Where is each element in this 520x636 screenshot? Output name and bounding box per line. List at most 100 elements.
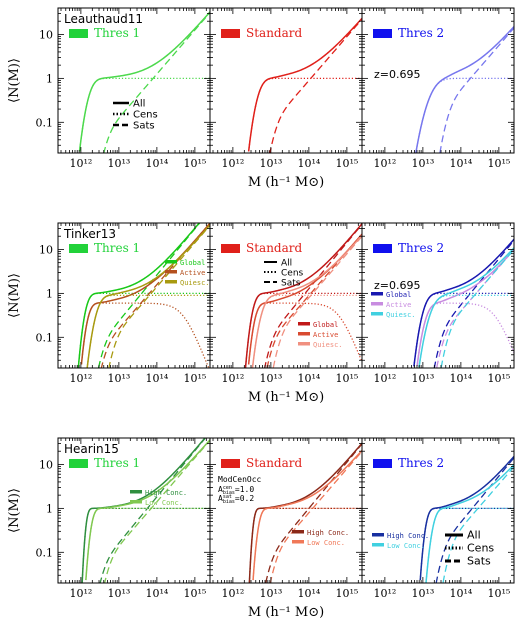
curve-cens-standard xyxy=(247,77,362,152)
threshold-label: Thres 2 xyxy=(398,241,444,255)
sublegend-swatch xyxy=(130,490,142,494)
x-tick-label: 10¹³ xyxy=(259,587,282,600)
threshold-swatch xyxy=(69,29,88,38)
y-tick-label: 0.1 xyxy=(36,331,54,344)
ticks xyxy=(362,222,514,369)
ticks xyxy=(58,7,210,154)
curve-all-low-conc xyxy=(85,439,210,581)
x-axis-label: M (h⁻¹ M⊙) xyxy=(248,605,324,620)
y-tick-label: 0.1 xyxy=(36,546,54,559)
sublegend-label: Low Conc. xyxy=(307,539,345,547)
curve-all-standard xyxy=(247,17,362,152)
x-tick-label: 10¹⁴ xyxy=(449,587,472,600)
sublegend-label: Global xyxy=(180,259,205,267)
curve-all-quiesc xyxy=(418,247,514,368)
sublegend-swatch xyxy=(130,500,142,504)
curve-cens-global xyxy=(77,292,210,368)
legend-sats-label: Sats xyxy=(133,121,155,132)
x-tick-label: 10¹⁵ xyxy=(487,587,510,600)
threshold-label: Thres 1 xyxy=(94,26,140,40)
legend-cens-label: Cens xyxy=(133,110,158,121)
x-tick-label: 10¹⁴ xyxy=(145,587,168,600)
curve-sats-active xyxy=(436,249,514,368)
threshold-swatch xyxy=(373,29,392,38)
curves xyxy=(413,238,514,368)
sublegend: Global Active Quiesc. xyxy=(371,291,416,319)
panel-leauthaud11-2: 10¹² 10¹³ 10¹⁴ 10¹⁵ Standard xyxy=(209,7,363,170)
curve-sats-standard xyxy=(269,18,362,153)
threshold-label: Thres 2 xyxy=(398,26,444,40)
sublegend-swatch xyxy=(372,543,384,547)
curves xyxy=(77,223,210,368)
sublegend-label: Quiesc. xyxy=(180,279,210,287)
curve-cens-quiesc xyxy=(86,294,210,368)
panel-hearin15-2: 10¹² 10¹³ 10¹⁴ 10¹⁵ Standard xyxy=(209,437,363,600)
x-tick-label: 10¹³ xyxy=(411,372,434,385)
sublegend-label: Active xyxy=(180,269,205,277)
curves xyxy=(248,442,362,583)
sublegend-swatch xyxy=(298,332,310,336)
legend-all-label: All xyxy=(133,99,145,110)
panel-leauthaud11-3: 10¹² 10¹³ 10¹⁴ 10¹⁵ Thres 2 z=0.695 xyxy=(361,7,515,170)
x-tick-label: 10¹³ xyxy=(259,157,282,170)
x-tick-label: 10¹³ xyxy=(411,157,434,170)
y-axis-label: ⟨N(M)⟩ xyxy=(7,58,22,103)
x-tick-label: 10¹² xyxy=(69,372,92,385)
curve-sats-quiesc xyxy=(108,224,210,368)
sublegend-swatch xyxy=(165,270,177,274)
legend-sats-label: Sats xyxy=(467,555,491,568)
curve-sats-quiesc xyxy=(272,235,362,368)
legend-all-label: All xyxy=(467,529,481,542)
curve-cens-thres-2 xyxy=(415,77,514,153)
sublegend-swatch xyxy=(298,342,310,346)
curve-cens-low-conc xyxy=(85,507,210,581)
sublegend-swatch xyxy=(292,530,304,534)
sublegend: High Conc. Low Conc. xyxy=(130,489,187,507)
curve-all-thres-1 xyxy=(78,11,210,152)
sublegend-swatch xyxy=(372,533,384,537)
curves xyxy=(247,17,362,153)
sublegend-label: High Conc. xyxy=(307,529,349,537)
curve-cens-active xyxy=(247,302,362,365)
sublegend-swatch xyxy=(292,540,304,544)
y-tick-label: 10 xyxy=(39,243,53,256)
threshold-swatch xyxy=(221,29,240,38)
x-tick-label: 10¹⁵ xyxy=(183,372,206,385)
curve-cens-high-conc xyxy=(81,507,210,583)
x-tick-label: 10¹⁴ xyxy=(297,372,320,385)
sublegend-swatch xyxy=(371,312,383,316)
x-tick-label: 10¹⁵ xyxy=(335,587,358,600)
model-name: Leauthaud11 xyxy=(64,12,143,26)
x-tick-label: 10¹⁵ xyxy=(487,372,510,385)
threshold-swatch xyxy=(373,459,392,468)
x-tick-label: 10¹² xyxy=(221,372,244,385)
x-tick-label: 10¹⁴ xyxy=(145,157,168,170)
sublegend-label: Quiesc. xyxy=(386,311,416,319)
redshift-label: z=0.695 xyxy=(374,68,420,81)
sublegend-label: Low Conc. xyxy=(145,499,183,507)
x-tick-label: 10¹² xyxy=(69,587,92,600)
panel-tinker13-3: 10¹² 10¹³ 10¹⁴ 10¹⁵ Thres 2 z=0.695 xyxy=(361,222,515,385)
x-tick-label: 10¹³ xyxy=(107,372,130,385)
x-tick-label: 10¹³ xyxy=(411,587,434,600)
x-tick-label: 10¹⁵ xyxy=(183,587,206,600)
x-tick-label: 10¹⁵ xyxy=(335,372,358,385)
x-tick-label: 10¹³ xyxy=(107,587,130,600)
ticks xyxy=(362,7,514,154)
curve-all-thres-2 xyxy=(415,26,514,153)
curve-sats-high-conc xyxy=(435,457,514,583)
curve-cens-quiesc xyxy=(251,294,362,368)
curve-sats-low-conc xyxy=(103,439,210,583)
y-tick-label: 1 xyxy=(46,72,53,85)
curve-sats-low-conc xyxy=(269,450,362,583)
curve-all-low-conc xyxy=(252,449,362,581)
x-tick-label: 10¹² xyxy=(373,372,396,385)
sublegend-swatch xyxy=(371,292,383,296)
